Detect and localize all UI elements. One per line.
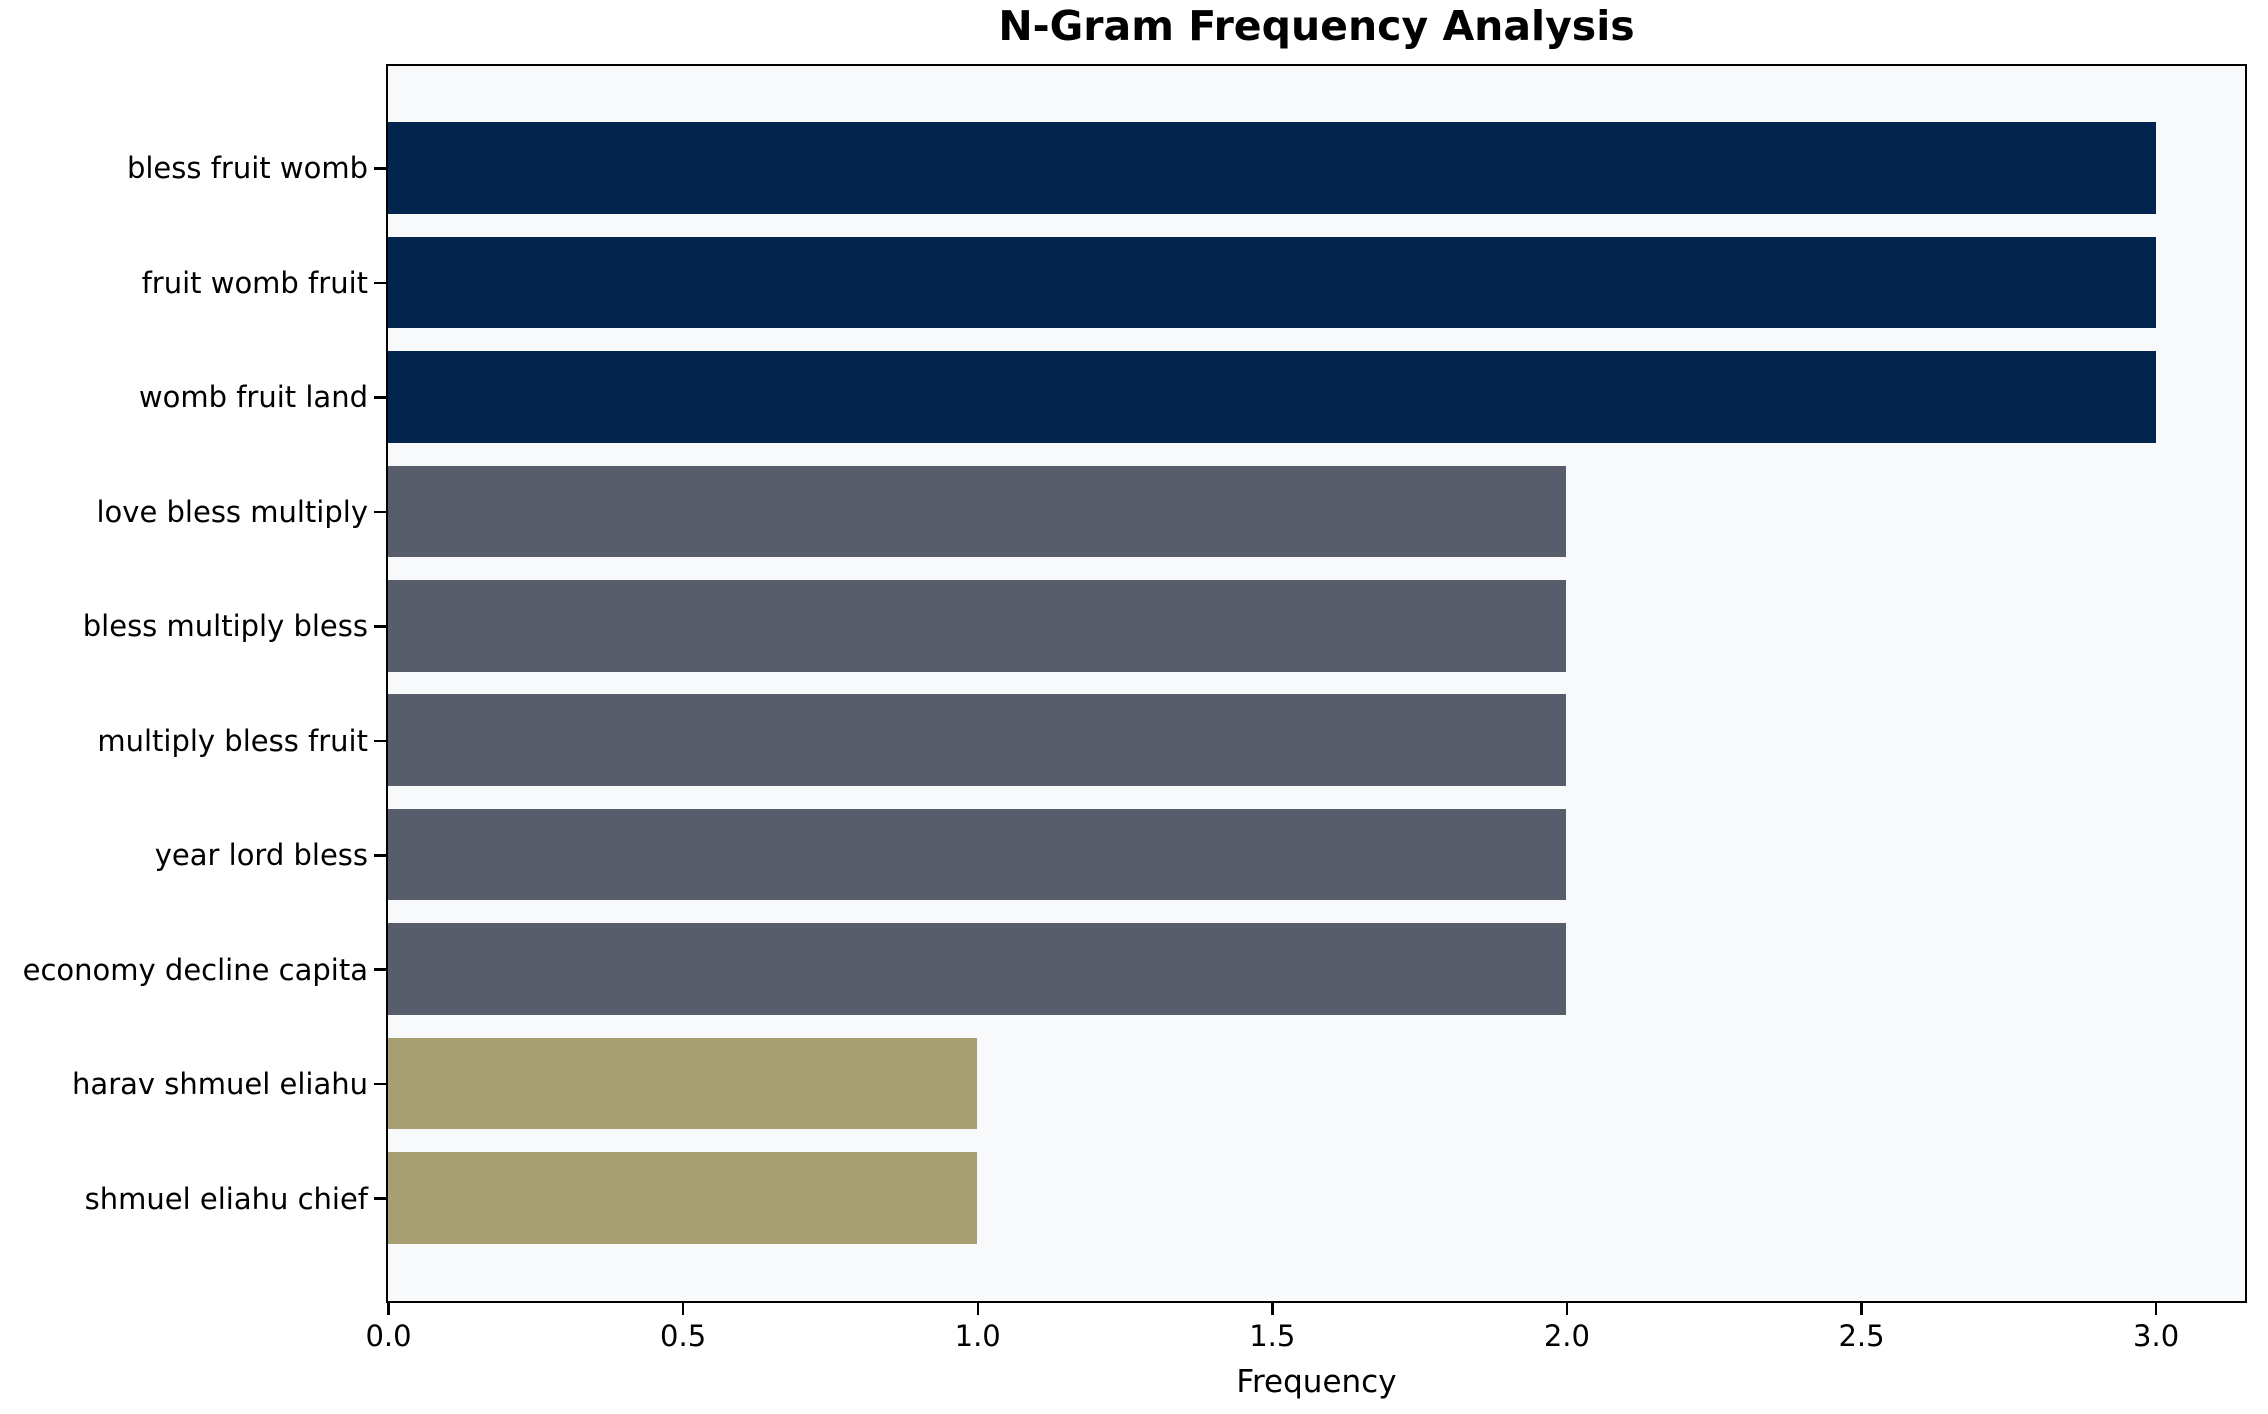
x-tick-label: 0.0 <box>365 1319 412 1353</box>
y-tick-mark <box>374 854 386 857</box>
x-tick-mark <box>1860 1303 1863 1315</box>
bar <box>388 580 1567 672</box>
bar <box>388 465 1567 558</box>
x-tick-label: 3.0 <box>2133 1319 2180 1353</box>
bar <box>388 808 1567 901</box>
chart-title: N-Gram Frequency Analysis <box>998 2 1635 50</box>
plot-area <box>386 64 2247 1303</box>
y-tick-label: fruit womb fruit <box>141 265 368 300</box>
bar <box>388 1152 978 1244</box>
y-tick-label: year lord bless <box>154 838 368 873</box>
y-tick-label: multiply bless fruit <box>97 723 368 758</box>
y-tick-mark <box>374 510 386 513</box>
y-tick-label: love bless multiply <box>96 494 368 529</box>
y-tick-mark <box>374 739 386 742</box>
y-tick-label: bless fruit womb <box>126 151 368 186</box>
y-tick-label: harav shmuel eliahu <box>72 1067 368 1102</box>
y-tick-mark <box>374 281 386 285</box>
x-tick-mark <box>1271 1303 1274 1315</box>
x-axis-label: Frequency <box>1236 1364 1397 1400</box>
bar <box>388 236 2156 329</box>
bar <box>388 694 1567 786</box>
x-tick-label: 2.5 <box>1838 1319 1885 1353</box>
x-tick-label: 2.0 <box>1543 1319 1590 1353</box>
bar <box>388 1037 978 1130</box>
y-tick-label: shmuel eliahu chief <box>84 1181 368 1216</box>
y-tick-mark <box>374 396 386 399</box>
bar <box>388 351 2156 443</box>
bar <box>388 122 2156 214</box>
bar <box>388 923 1567 1015</box>
y-tick-mark <box>374 167 386 170</box>
x-tick-label: 0.5 <box>660 1319 707 1353</box>
y-tick-label: bless multiply bless <box>82 609 368 644</box>
x-tick-mark <box>1565 1303 1569 1315</box>
x-tick-mark <box>976 1303 979 1315</box>
y-tick-mark <box>374 968 386 971</box>
y-tick-mark <box>374 1197 386 1200</box>
x-tick-label: 1.5 <box>1249 1319 1296 1353</box>
x-tick-mark <box>387 1303 390 1315</box>
x-tick-mark <box>2154 1303 2158 1315</box>
y-tick-mark <box>374 625 386 628</box>
x-tick-label: 1.0 <box>954 1319 1001 1353</box>
y-tick-mark <box>374 1082 386 1086</box>
y-tick-label: economy decline capita <box>22 952 368 987</box>
y-tick-label: womb fruit land <box>138 380 368 415</box>
x-tick-mark <box>681 1303 685 1315</box>
